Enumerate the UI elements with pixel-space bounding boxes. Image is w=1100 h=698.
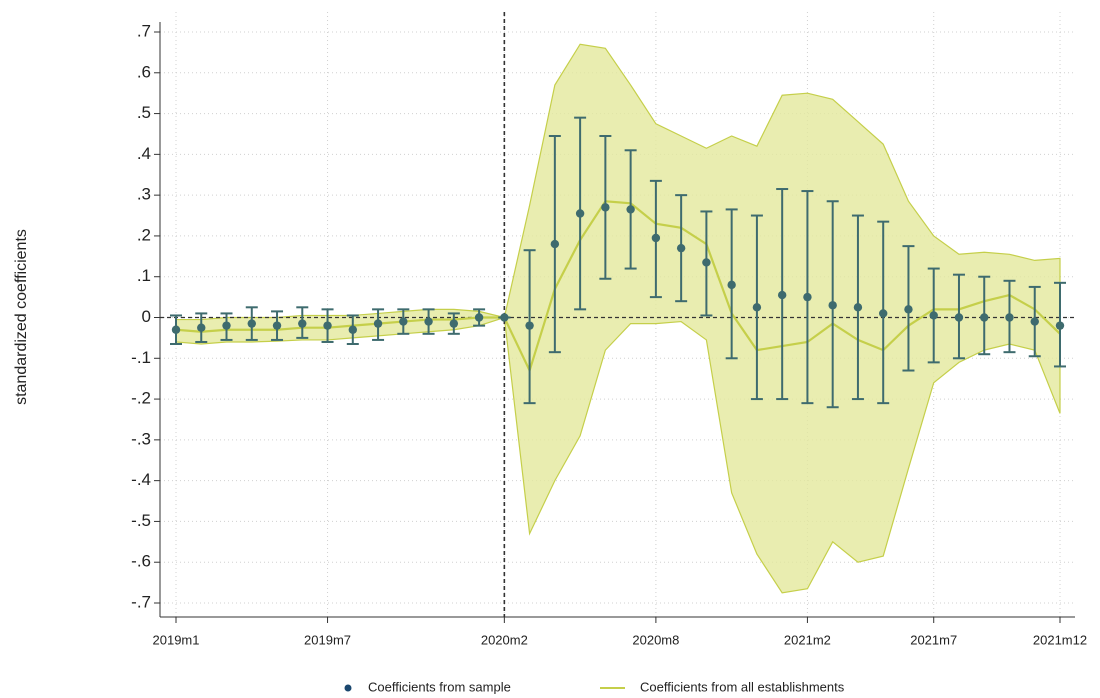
x-tick-label: 2019m1 <box>153 632 200 647</box>
point <box>702 258 711 267</box>
point <box>828 301 837 310</box>
legend-marker <box>344 684 352 692</box>
point <box>373 319 383 328</box>
y-tick-label: .5 <box>137 103 151 122</box>
legend-label: Coefficients from sample <box>368 679 511 694</box>
y-tick-label: -.6 <box>131 552 151 571</box>
point <box>525 321 534 330</box>
point <box>727 280 736 290</box>
y-tick-label: .3 <box>137 185 151 204</box>
confidence-band <box>175 43 1061 594</box>
point <box>474 313 484 322</box>
point <box>651 233 661 243</box>
point <box>171 325 181 334</box>
y-tick-label: .4 <box>137 144 151 163</box>
y-axis-title: standardized coefficients <box>13 229 30 405</box>
y-tick-label: -.1 <box>131 348 151 367</box>
point <box>449 319 459 328</box>
point <box>298 319 307 328</box>
x-tick-label: 2020m2 <box>481 632 528 647</box>
point <box>575 209 585 218</box>
point <box>222 321 231 330</box>
point <box>424 317 433 326</box>
legend-label: Coefficients from all establishments <box>640 679 845 694</box>
point <box>348 325 357 334</box>
point <box>777 290 787 300</box>
point <box>980 313 989 322</box>
point <box>803 292 812 302</box>
y-tick-label: .2 <box>137 225 151 244</box>
point <box>550 239 560 249</box>
point <box>1005 313 1014 322</box>
x-tick-label: 2020m8 <box>632 632 679 647</box>
point <box>853 303 863 312</box>
y-tick-label: -.7 <box>131 592 151 611</box>
point <box>676 243 686 253</box>
x-tick-label: 2019m7 <box>304 632 351 647</box>
point <box>247 319 256 328</box>
y-tick-label: .6 <box>137 62 151 81</box>
y-tick-label: -.5 <box>131 511 151 530</box>
point <box>272 321 282 330</box>
y-tick-label: .1 <box>137 266 151 285</box>
point <box>752 303 762 312</box>
point <box>323 321 332 330</box>
point <box>197 323 206 332</box>
point <box>1030 317 1039 326</box>
y-tick-label: -.4 <box>131 470 151 489</box>
point <box>929 311 938 320</box>
y-tick-label: .7 <box>137 21 151 40</box>
point <box>601 203 610 212</box>
line <box>175 200 1061 374</box>
point <box>1055 321 1065 330</box>
point <box>954 313 964 322</box>
point <box>399 317 408 326</box>
point <box>626 205 635 214</box>
x-tick-label: 2021m2 <box>784 632 831 647</box>
y-tick-label: -.2 <box>131 389 151 408</box>
point <box>500 313 509 322</box>
y-tick-label: 0 <box>142 307 151 326</box>
y-tick-label: -.3 <box>131 429 151 448</box>
x-tick-label: 2021m7 <box>910 632 957 647</box>
point <box>904 305 913 314</box>
x-tick-label: 2021m12 <box>1033 632 1087 647</box>
point <box>879 309 888 318</box>
